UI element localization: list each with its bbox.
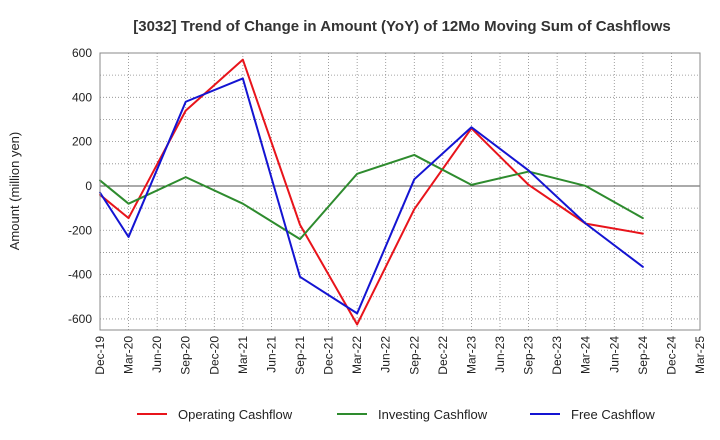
series-line-investing-cashflow bbox=[99, 153, 644, 241]
x-tick-label: Dec-23 bbox=[550, 336, 564, 375]
chart-title: [3032] Trend of Change in Amount (YoY) o… bbox=[133, 18, 671, 35]
x-tick-label: Jun-23 bbox=[493, 336, 507, 373]
legend: Operating Cashflow Investing Cashflow Free… bbox=[137, 407, 655, 422]
y-tick-label: 600 bbox=[72, 46, 92, 60]
x-tick-label: Mar-25 bbox=[693, 336, 707, 374]
legend-item: Investing Cashflow bbox=[337, 407, 488, 422]
x-tick-label: Mar-20 bbox=[122, 336, 136, 374]
x-tick-label: Sep-20 bbox=[179, 336, 193, 375]
grid bbox=[99, 52, 701, 330]
x-tick-label: Dec-19 bbox=[93, 336, 107, 375]
x-tick-label: Sep-22 bbox=[407, 336, 421, 375]
y-tick-label: 400 bbox=[72, 90, 92, 104]
y-tick-label: -400 bbox=[68, 268, 92, 282]
y-axis: 600 400 200 0 -200 -400 -600 bbox=[68, 46, 92, 326]
plot-background bbox=[100, 53, 700, 330]
y-tick-label: 200 bbox=[72, 135, 92, 149]
x-tick-label: Mar-24 bbox=[579, 336, 593, 374]
legend-label: Investing Cashflow bbox=[378, 407, 488, 422]
x-tick-label: Mar-23 bbox=[464, 336, 478, 374]
x-tick-label: Dec-21 bbox=[322, 336, 336, 375]
x-tick-label: Dec-24 bbox=[664, 336, 678, 375]
x-tick-label: Sep-21 bbox=[293, 336, 307, 375]
plot-frame bbox=[99, 52, 701, 331]
x-tick-label: Jun-22 bbox=[379, 336, 393, 373]
x-axis: Dec-19 Mar-20 Jun-20 Sep-20 Dec-20 Mar-21 Jun-… bbox=[93, 336, 707, 375]
x-tick-label: Sep-23 bbox=[522, 336, 536, 375]
x-tick-label: Jun-24 bbox=[607, 336, 621, 373]
x-tick-label: Mar-21 bbox=[236, 336, 250, 374]
series-line-free-cashflow bbox=[99, 77, 644, 315]
y-tick-label: -200 bbox=[68, 223, 92, 237]
plot-area bbox=[100, 53, 700, 330]
x-tick-label: Jun-20 bbox=[150, 336, 164, 373]
x-tick-label: Dec-22 bbox=[436, 336, 450, 375]
x-tick-label: Sep-24 bbox=[636, 336, 650, 375]
x-tick-label: Jun-21 bbox=[264, 336, 278, 373]
x-tick-label: Mar-22 bbox=[350, 336, 364, 374]
x-tick-label: Dec-20 bbox=[207, 336, 221, 375]
y-tick-label: -600 bbox=[68, 312, 92, 326]
series-group bbox=[99, 58, 644, 326]
y-axis-title: Amount (million yen) bbox=[7, 132, 22, 251]
legend-label: Free Cashflow bbox=[571, 407, 655, 422]
legend-item: Operating Cashflow bbox=[137, 407, 293, 422]
legend-item: Free Cashflow bbox=[530, 407, 655, 422]
legend-label: Operating Cashflow bbox=[178, 407, 293, 422]
y-tick-label: 0 bbox=[85, 179, 92, 193]
plot-border bbox=[99, 52, 701, 331]
